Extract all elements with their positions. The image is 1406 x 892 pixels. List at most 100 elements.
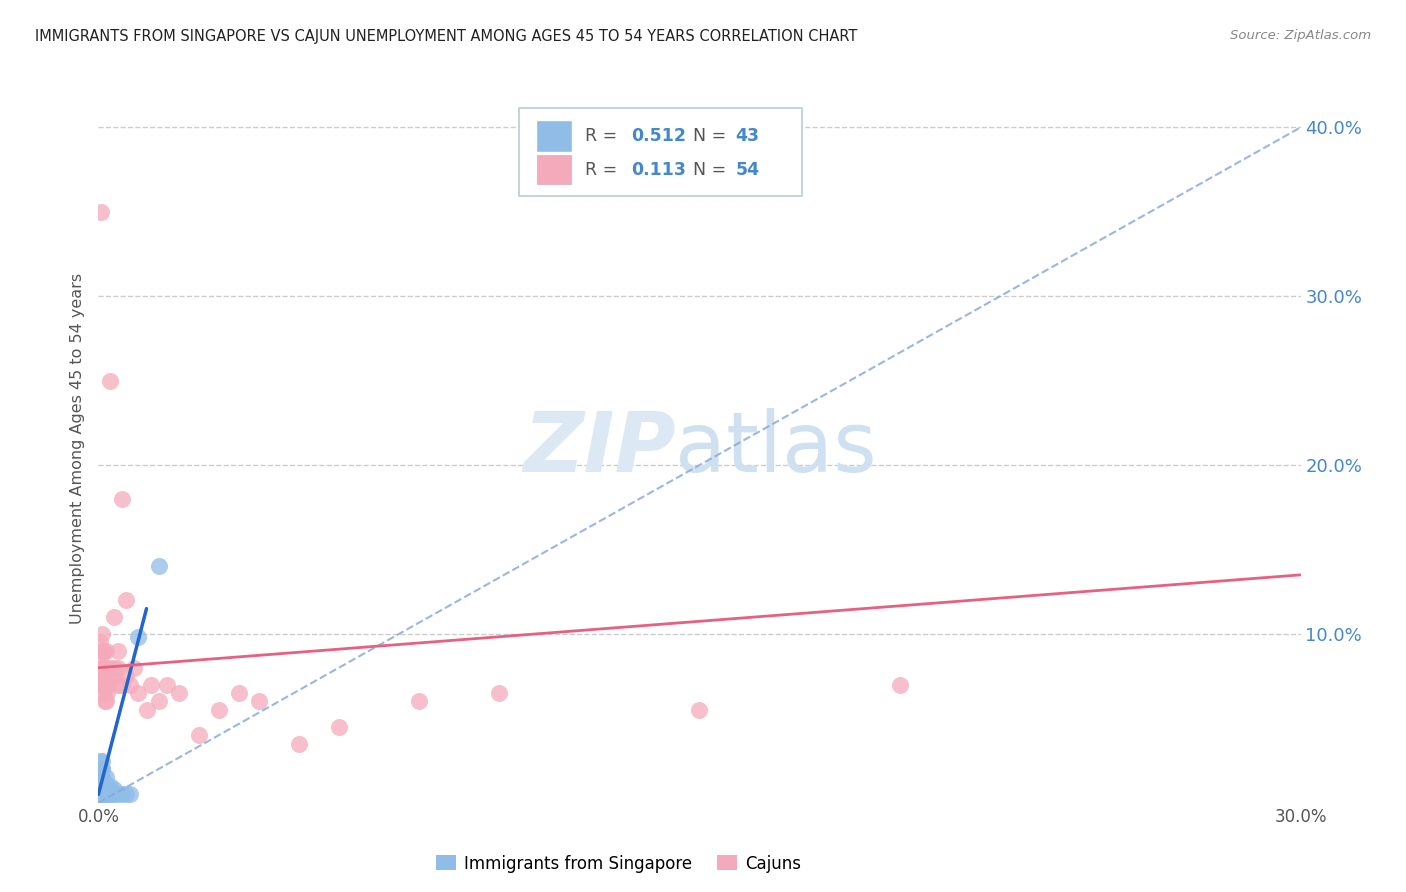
Point	[97, 782, 120, 797]
Text: N =: N =	[693, 161, 733, 178]
Text: R =: R =	[585, 128, 623, 145]
Point	[90, 782, 112, 797]
Point	[90, 762, 112, 776]
Point	[96, 661, 118, 675]
Point	[208, 703, 231, 717]
Point	[90, 775, 112, 789]
Point	[103, 782, 125, 797]
Point	[120, 678, 142, 692]
Point	[90, 765, 112, 780]
Point	[91, 771, 114, 785]
Point	[107, 644, 129, 658]
Point	[89, 652, 111, 666]
Point	[91, 788, 114, 802]
Point	[100, 779, 122, 793]
Point	[91, 788, 114, 802]
Point	[135, 703, 157, 717]
Point	[90, 678, 112, 692]
Point	[91, 644, 114, 658]
Point	[96, 678, 118, 692]
Point	[167, 686, 190, 700]
Point	[96, 782, 118, 797]
Point	[93, 775, 115, 789]
Point	[89, 771, 111, 785]
Text: ZIP: ZIP	[523, 408, 675, 489]
Point	[103, 669, 125, 683]
Text: 0.512: 0.512	[631, 128, 686, 145]
Point	[139, 678, 162, 692]
Point	[100, 788, 122, 802]
Point	[100, 374, 122, 388]
Point	[115, 593, 138, 607]
Point	[288, 737, 311, 751]
Text: 0.113: 0.113	[631, 161, 686, 178]
Point	[94, 694, 117, 708]
Point	[96, 779, 118, 793]
Point	[124, 661, 146, 675]
Point	[148, 559, 170, 574]
Point	[689, 703, 711, 717]
Point	[228, 686, 250, 700]
Text: atlas: atlas	[675, 408, 877, 489]
Point	[111, 678, 134, 692]
Point	[100, 669, 122, 683]
Point	[247, 694, 270, 708]
Point	[93, 678, 115, 692]
FancyBboxPatch shape	[537, 121, 571, 151]
Point	[111, 788, 134, 802]
Point	[107, 788, 129, 802]
Point	[91, 779, 114, 793]
Point	[91, 754, 114, 768]
Point	[91, 779, 114, 793]
Point	[128, 630, 150, 644]
Point	[111, 491, 134, 506]
Point	[90, 661, 112, 675]
Point	[155, 678, 177, 692]
Point	[120, 788, 142, 802]
Point	[103, 661, 125, 675]
Point	[115, 788, 138, 802]
Point	[93, 661, 115, 675]
Point	[93, 779, 115, 793]
Text: IMMIGRANTS FROM SINGAPORE VS CAJUN UNEMPLOYMENT AMONG AGES 45 TO 54 YEARS CORREL: IMMIGRANTS FROM SINGAPORE VS CAJUN UNEMP…	[35, 29, 858, 44]
Point	[96, 694, 118, 708]
Text: R =: R =	[585, 161, 623, 178]
Point	[89, 754, 111, 768]
Point	[148, 694, 170, 708]
Point	[96, 686, 118, 700]
Point	[89, 788, 111, 802]
Text: 43: 43	[735, 128, 759, 145]
Point	[91, 686, 114, 700]
Point	[97, 678, 120, 692]
Point	[89, 782, 111, 797]
Point	[128, 686, 150, 700]
Text: 54: 54	[735, 161, 759, 178]
Point	[89, 779, 111, 793]
Point	[100, 661, 122, 675]
Point	[101, 788, 124, 802]
Point	[187, 728, 209, 742]
Point	[96, 788, 118, 802]
Point	[93, 788, 115, 802]
FancyBboxPatch shape	[537, 154, 571, 185]
Point	[96, 644, 118, 658]
Text: N =: N =	[693, 128, 733, 145]
Point	[93, 644, 115, 658]
Point	[889, 678, 911, 692]
Point	[91, 669, 114, 683]
Point	[96, 771, 118, 785]
FancyBboxPatch shape	[519, 108, 801, 196]
Point	[89, 661, 111, 675]
Point	[107, 661, 129, 675]
Point	[90, 771, 112, 785]
Point	[328, 720, 350, 734]
Point	[90, 205, 112, 219]
Point	[96, 788, 118, 802]
Point	[89, 669, 111, 683]
Point	[103, 788, 125, 802]
Point	[100, 782, 122, 797]
Text: Source: ZipAtlas.com: Source: ZipAtlas.com	[1230, 29, 1371, 42]
Point	[94, 782, 117, 797]
Point	[115, 669, 138, 683]
Point	[107, 678, 129, 692]
